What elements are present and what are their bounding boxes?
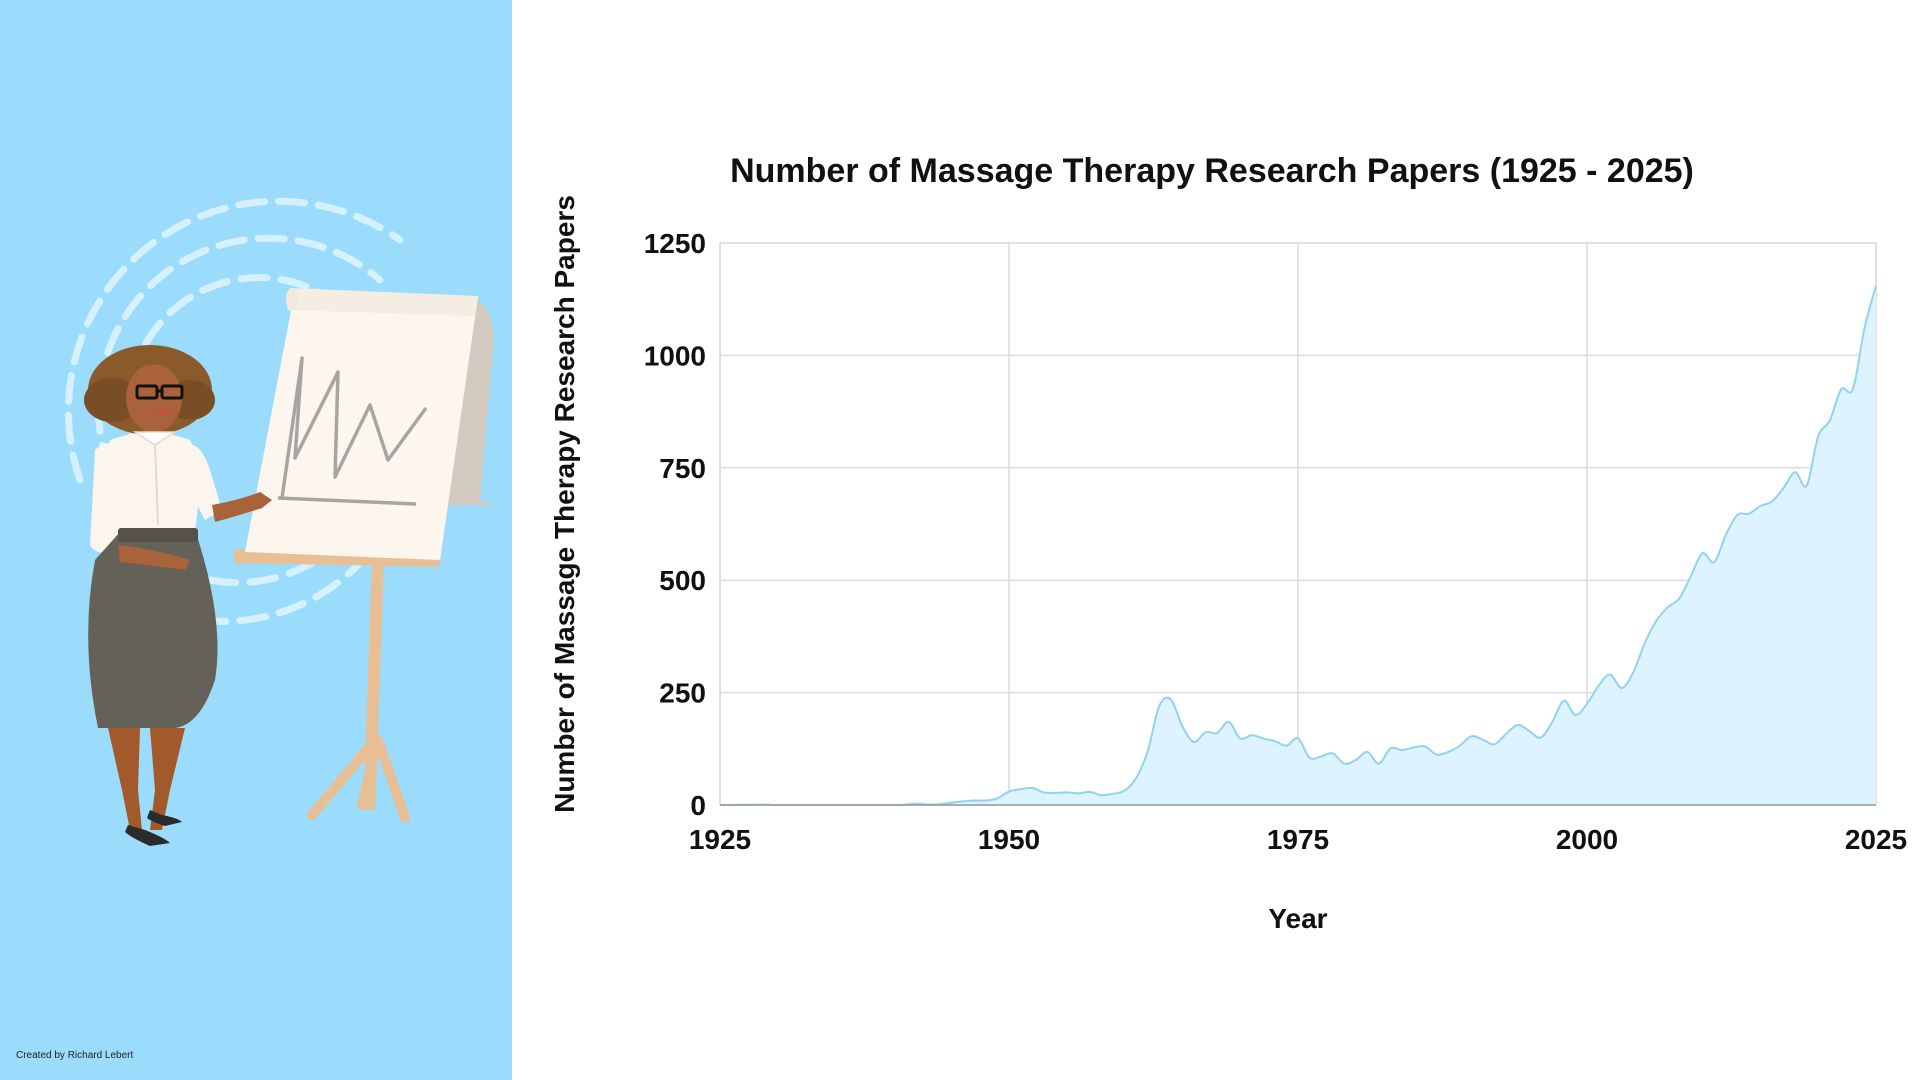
area-line [719,285,1877,806]
x-axis-title: Year [1268,903,1327,934]
presenter-figure [84,345,272,846]
y-tick-label: 1250 [644,228,706,259]
area-series [719,285,1877,806]
y-tick-label: 0 [690,790,706,821]
y-tick-label: 250 [659,678,706,709]
tick-labels: 0 250 500 750 1000 1250 1925 1950 1975 2000 2025 [644,228,1907,855]
y-tick-label: 500 [659,565,706,596]
x-tick-label: 1975 [1267,824,1329,855]
chart-area: Number of Massage Therapy Research Paper… [512,0,1920,1080]
presenter-illustration [64,197,498,846]
flip-chart [245,288,498,560]
chart-svg: 0 250 500 750 1000 1250 1925 1950 1975 2000 2025 Y… [549,195,1907,934]
credit-text: Created by Richard Lebert [16,1050,134,1061]
y-tick-label: 1000 [644,340,706,371]
area-fill [720,285,1876,805]
left-panel: Created by Richard Lebert [0,0,512,1080]
y-tick-label: 750 [659,453,706,484]
x-tick-label: 2000 [1556,824,1618,855]
y-axis-title: Number of Massage Therapy Research Paper… [549,195,580,813]
x-tick-label: 1925 [689,824,751,855]
easel [233,549,441,823]
x-tick-label: 2025 [1845,824,1907,855]
x-tick-label: 1950 [978,824,1040,855]
chart-title: Number of Massage Therapy Research Paper… [730,152,1694,190]
